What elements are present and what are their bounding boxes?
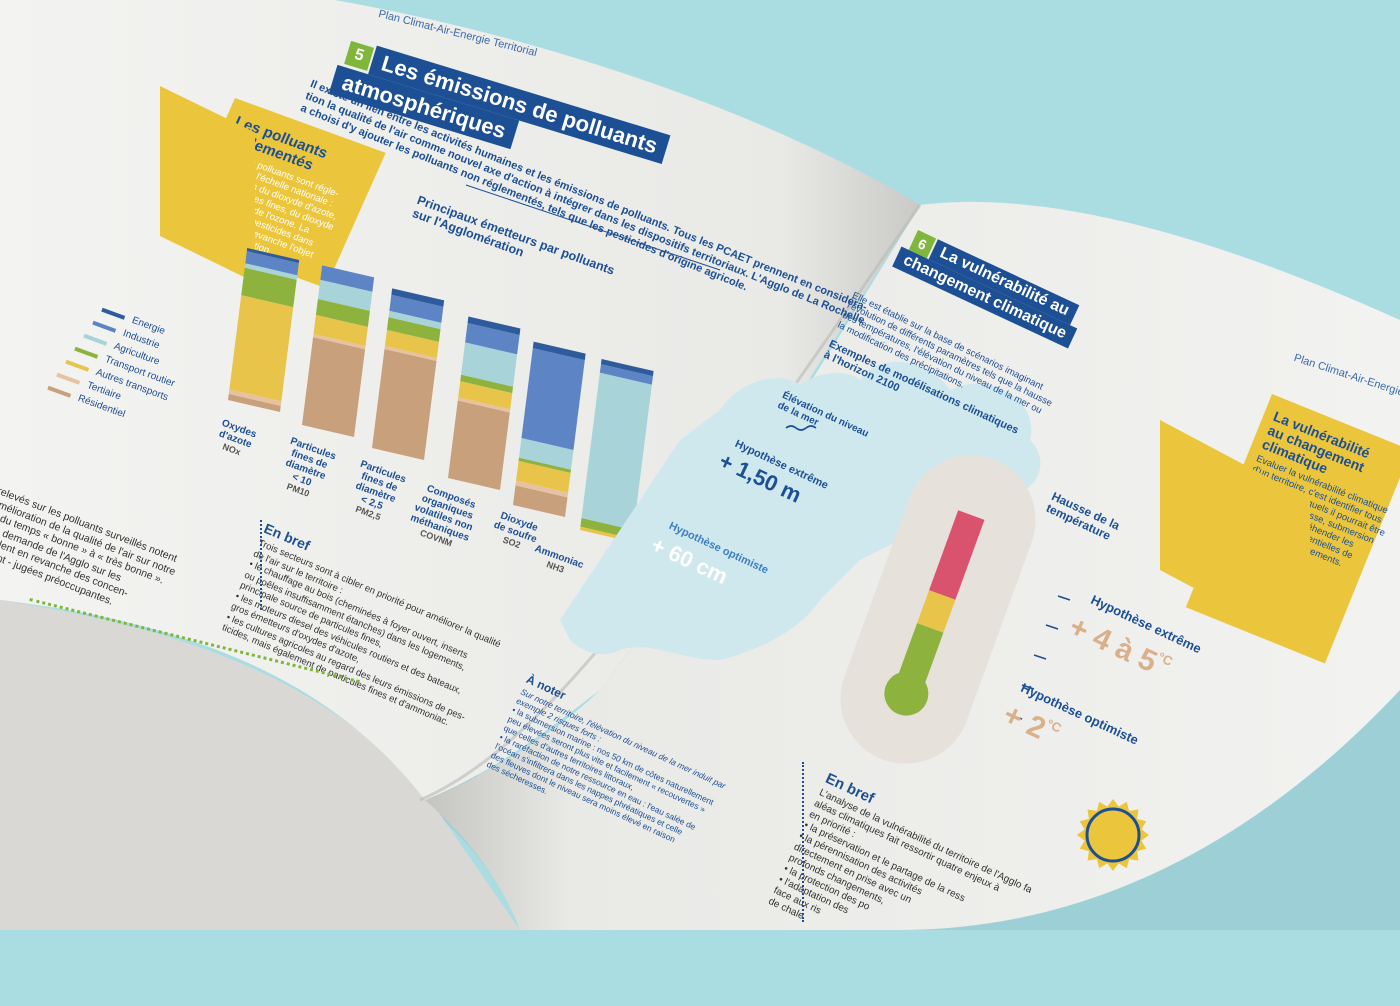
sun-icon	[1077, 799, 1149, 871]
bar-stack	[448, 316, 521, 490]
bar-segment-résidentiel	[513, 485, 568, 517]
bar-segment-tertiaire	[384, 345, 437, 362]
bar-segment-energie	[467, 316, 521, 335]
thermo-segment-yellow	[917, 590, 956, 633]
bar-segment-tertiaire	[228, 389, 282, 406]
bar-segment-autres-transports	[458, 381, 513, 410]
bar-segment-industrie	[245, 251, 299, 276]
bar-segment-energie	[600, 359, 654, 377]
bar-segment-autres-transports	[229, 295, 294, 402]
bar-segment-transport-routier	[518, 457, 571, 473]
bar-segment-industrie	[465, 322, 520, 355]
bar-segment-industrie	[599, 364, 653, 385]
thermometer	[840, 455, 1071, 764]
en-bref-divider	[260, 520, 264, 610]
bar-segment-agriculture	[518, 438, 574, 470]
bar-segment-résidentiel	[228, 393, 281, 412]
bar-segment-autres-transports	[313, 314, 368, 347]
bar-segment-transport-routier	[460, 374, 514, 394]
chart-divider-line	[465, 184, 721, 271]
bar-segment-agriculture	[388, 310, 442, 330]
bar-stack	[228, 248, 300, 412]
bar-segment-energie	[246, 248, 300, 264]
sea-level-cloud	[560, 361, 1041, 660]
right-page-content: Plan Climat-Air-Energie 6 La vulnérabili…	[485, 230, 1400, 922]
bar-stack	[372, 288, 445, 460]
bar-segment-agriculture	[581, 372, 652, 531]
wave-icon	[785, 425, 817, 431]
bar-segment-résidentiel	[372, 349, 437, 460]
bar-stack	[302, 265, 375, 437]
bar-segment-tertiaire	[515, 480, 569, 498]
page-edge	[0, 600, 520, 930]
bar-segment-tertiaire	[457, 397, 511, 413]
bar-segment-industrie	[389, 294, 444, 323]
bar-segment-industrie	[521, 348, 585, 451]
bar-segment-autres-transports	[384, 329, 439, 358]
bar-segment-industrie	[320, 265, 375, 292]
bar-segment-transport-routier	[241, 267, 297, 308]
right-divider	[802, 762, 804, 922]
bar-segment-agriculture	[317, 279, 373, 311]
bar-segment-transport-routier	[315, 298, 370, 327]
bar-segment-autres-transports	[516, 460, 571, 493]
bar-segment-agriculture	[461, 342, 518, 387]
bar-segment-transport-routier	[386, 317, 441, 342]
thermo-bulb	[884, 671, 929, 716]
pollutant-bar-chart	[228, 184, 721, 542]
bar-stack	[513, 341, 586, 517]
bar-segment-résidentiel	[448, 400, 510, 490]
bar-segment-tertiaire	[313, 334, 366, 350]
left-page-content: Plan Climat-Air-Energie Territorial 5 Le…	[0, 8, 869, 728]
bar-segment-energie	[391, 288, 445, 307]
bar-segment-agriculture	[244, 263, 298, 280]
bar-segment-résidentiel	[302, 337, 366, 437]
thermo-segment-pink	[929, 510, 985, 600]
bar-segment-energie	[532, 341, 586, 361]
